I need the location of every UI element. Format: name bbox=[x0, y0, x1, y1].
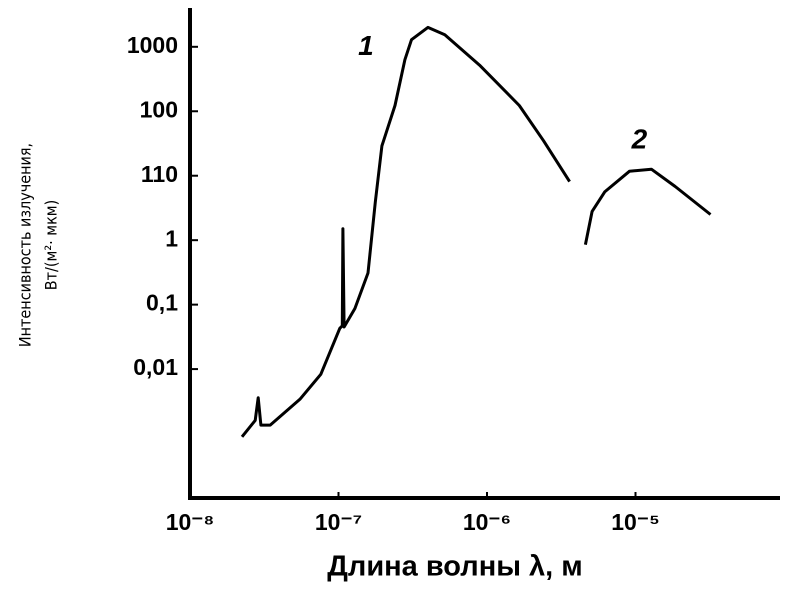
y-tick-label: 1000 bbox=[127, 32, 178, 58]
x-tick-label: 10⁻⁷ bbox=[315, 509, 362, 535]
y-tick-label: 0,01 bbox=[133, 354, 178, 380]
y-tick-label: 110 bbox=[141, 161, 178, 187]
y-axis-label: Вт/(м²· мкм) bbox=[42, 200, 61, 291]
y-tick-label: 0,1 bbox=[146, 290, 178, 316]
series-label: 2 bbox=[631, 124, 648, 155]
y-axis-label: Интенсивность излучения, bbox=[16, 143, 35, 347]
y-tick-label: 100 bbox=[140, 96, 178, 122]
y-tick-label: 1 bbox=[165, 225, 178, 251]
series-label: 1 bbox=[358, 30, 374, 61]
x-tick-label: 10⁻⁶ bbox=[463, 509, 511, 535]
x-axis-label: Длина волны λ, м bbox=[327, 551, 583, 583]
series-line bbox=[240, 25, 571, 438]
series-line bbox=[583, 167, 712, 245]
x-tick-label: 10⁻⁸ bbox=[166, 509, 215, 535]
x-tick-label: 10⁻⁵ bbox=[611, 509, 660, 535]
